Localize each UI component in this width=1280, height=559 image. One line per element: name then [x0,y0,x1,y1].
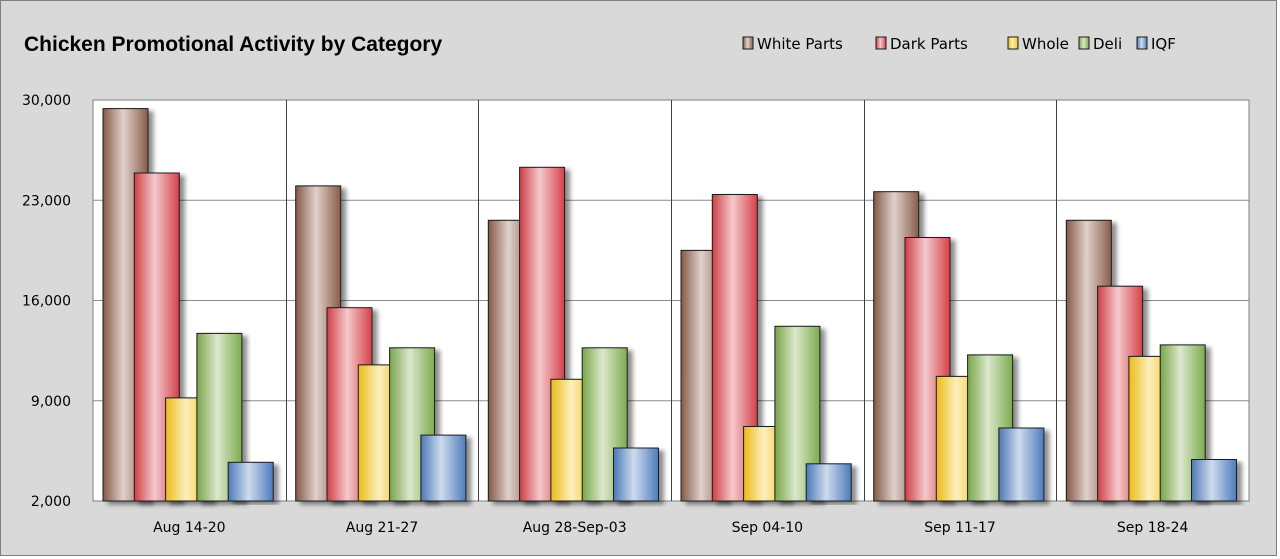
legend-swatch [742,36,754,50]
bar-deli [581,347,628,502]
y-tick-label: 23,000 [22,193,71,209]
legend-swatch [1136,36,1148,50]
bar-iqf [1191,459,1237,502]
x-tick-label: Aug 21-27 [346,520,418,536]
x-tick-label: Aug 28-Sep-03 [523,520,627,536]
y-tick-label: 30,000 [22,93,71,109]
legend-label: Deli [1093,35,1122,53]
legend-label: IQF [1151,35,1176,53]
legend-swatch [1007,36,1019,50]
legend-swatch [875,36,887,50]
bar-iqf [227,461,274,502]
gridlines [93,100,1249,501]
y-tick-label: 9,000 [31,394,71,410]
x-axis-ticks: Aug 14-20 Aug 21-27 Aug 28-Sep-03 Sep 04-10… [153,520,1188,536]
legend-label: Dark Parts [890,35,968,53]
legend-label: White Parts [757,35,843,53]
legend: White Parts Dark Parts Whole Deli IQF [742,35,1176,53]
bar-iqf [998,427,1045,502]
y-tick-label: 16,000 [22,294,71,310]
bar-iqf [805,463,852,502]
x-tick-label: Sep 18-24 [1117,520,1189,536]
y-axis-ticks: 30,000 23,000 16,000 9,000 2,000 [22,93,71,510]
x-tick-label: Sep 04-10 [732,520,804,536]
y-tick-label: 2,000 [31,494,71,510]
x-tick-label: Aug 14-20 [153,520,225,536]
bar-iqf [420,434,467,502]
legend-swatch [1078,36,1090,50]
bars [102,108,1237,502]
legend-label: Whole [1022,35,1069,53]
chart-title: Chicken Promotional Activity by Category [24,33,442,56]
x-tick-label: Sep 11-17 [924,520,996,536]
bar-iqf [613,447,659,502]
